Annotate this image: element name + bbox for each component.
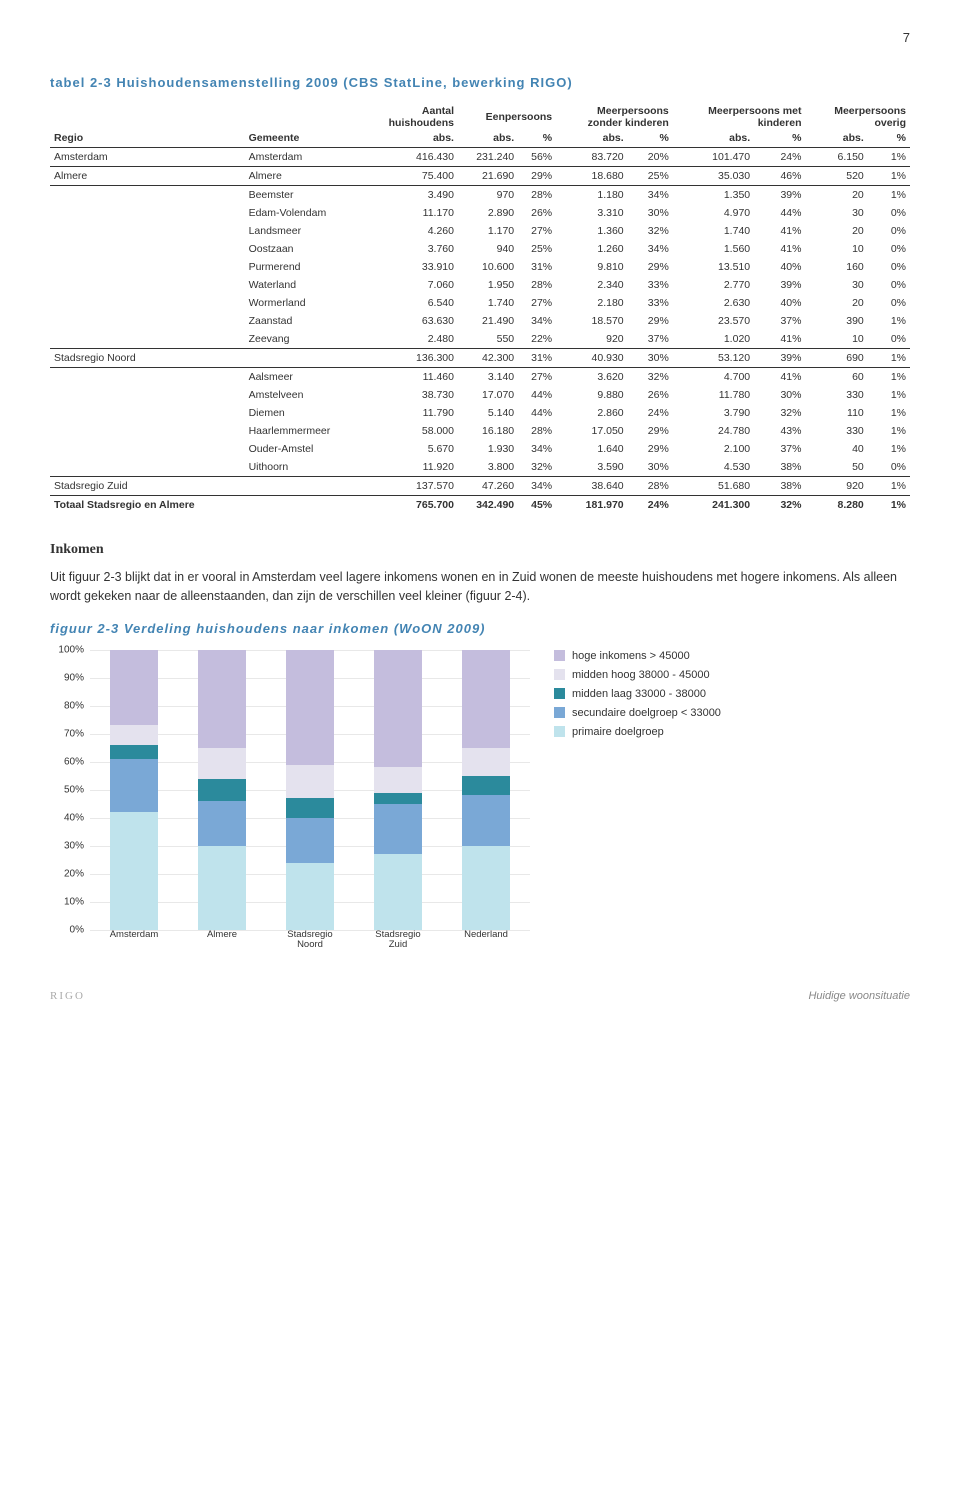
bar-segment: [198, 846, 246, 930]
table-row: Edam-Volendam11.1702.89026%3.31030%4.970…: [50, 204, 910, 222]
legend-swatch: [554, 688, 565, 699]
table-row: Purmerend33.91010.60031%9.81029%13.51040…: [50, 258, 910, 276]
legend-item: hoge inkomens > 45000: [554, 650, 721, 662]
table-row: Uithoorn11.9203.80032%3.59030%4.53038%50…: [50, 458, 910, 477]
table-row: Waterland7.0601.95028%2.34033%2.77039%30…: [50, 276, 910, 294]
table-row: Landsmeer4.2601.17027%1.36032%1.74041%20…: [50, 222, 910, 240]
table-body: AmsterdamAmsterdam416.430231.24056%83.72…: [50, 148, 910, 515]
page-footer: RIGO Huidige woonsituatie: [50, 990, 910, 1002]
bar: [198, 650, 246, 930]
x-label: Amsterdam: [104, 930, 164, 950]
section-heading-inkomen: Inkomen: [50, 542, 910, 558]
table-row: Stadsregio Noord136.30042.30031%40.93030…: [50, 349, 910, 368]
x-label: StadsregioNoord: [280, 930, 340, 950]
legend-swatch: [554, 726, 565, 737]
y-tick: 20%: [64, 868, 84, 879]
bar-segment: [286, 650, 334, 765]
bar-segment: [286, 863, 334, 930]
table-row: Zaanstad63.63021.49034%18.57029%23.57037…: [50, 312, 910, 330]
x-label: Nederland: [456, 930, 516, 950]
bar-segment: [374, 804, 422, 854]
bar-segment: [286, 818, 334, 863]
table-row: Beemster3.49097028%1.18034%1.35039%201%: [50, 186, 910, 205]
legend-swatch: [554, 650, 565, 661]
legend-swatch: [554, 707, 565, 718]
bar-segment: [374, 793, 422, 804]
bar-segment: [462, 846, 510, 930]
bar-segment: [462, 748, 510, 776]
table-row: Stadsregio Zuid137.57047.26034%38.64028%…: [50, 477, 910, 496]
bar-segment: [198, 650, 246, 748]
table-row: Totaal Stadsregio en Almere765.700342.49…: [50, 496, 910, 515]
bar-segment: [286, 765, 334, 799]
bar-segment: [462, 776, 510, 796]
y-tick: 10%: [64, 896, 84, 907]
bar: [462, 650, 510, 930]
legend-label: secundaire doelgroep < 33000: [572, 707, 721, 719]
table-row: Oostzaan3.76094025%1.26034%1.56041%100%: [50, 240, 910, 258]
bar-segment: [198, 779, 246, 801]
bar-segment: [110, 759, 158, 812]
figure-title: figuur 2-3 Verdeling huishoudens naar in…: [50, 621, 910, 636]
bar-segment: [198, 801, 246, 846]
stacked-bar-chart: 0%10%20%30%40%50%60%70%80%90%100%Amsterd…: [50, 650, 530, 950]
bar: [374, 650, 422, 930]
y-tick: 70%: [64, 728, 84, 739]
chart-legend: hoge inkomens > 45000 midden hoog 38000 -…: [554, 650, 721, 745]
bar-segment: [462, 650, 510, 748]
legend-label: midden laag 33000 - 38000: [572, 688, 706, 700]
bar-segment: [374, 650, 422, 768]
y-tick: 50%: [64, 784, 84, 795]
bar-segment: [374, 854, 422, 930]
bar-segment: [110, 745, 158, 759]
table-row: Zeevang2.48055022%92037%1.02041%100%: [50, 330, 910, 349]
legend-item: midden hoog 38000 - 45000: [554, 669, 721, 681]
table-header: AantalhuishoudensEenpersoonsMeerpersoons…: [50, 102, 910, 148]
y-tick: 40%: [64, 812, 84, 823]
y-tick: 0%: [70, 924, 84, 935]
bar: [110, 650, 158, 930]
bar-segment: [374, 767, 422, 792]
bar-segment: [198, 748, 246, 779]
bar-segment: [286, 798, 334, 818]
bar-segment: [110, 725, 158, 745]
y-tick: 30%: [64, 840, 84, 851]
y-tick: 80%: [64, 700, 84, 711]
table-row: Wormerland6.5401.74027%2.18033%2.63040%2…: [50, 294, 910, 312]
households-table: AantalhuishoudensEenpersoonsMeerpersoons…: [50, 102, 910, 514]
y-tick: 100%: [58, 644, 84, 655]
table-row: Diemen11.7905.14044%2.86024%3.79032%1101…: [50, 404, 910, 422]
bar-segment: [110, 650, 158, 726]
table-title: tabel 2-3 Huishoudensamenstelling 2009 (…: [50, 75, 910, 90]
chart-container: 0%10%20%30%40%50%60%70%80%90%100%Amsterd…: [50, 650, 910, 950]
table-row: AmsterdamAmsterdam416.430231.24056%83.72…: [50, 148, 910, 167]
x-label: Almere: [192, 930, 252, 950]
table-row: Amstelveen38.73017.07044%9.88026%11.7803…: [50, 386, 910, 404]
legend-label: primaire doelgroep: [572, 726, 664, 738]
legend-item: secundaire doelgroep < 33000: [554, 707, 721, 719]
legend-swatch: [554, 669, 565, 680]
table-row: Ouder-Amstel5.6701.93034%1.64029%2.10037…: [50, 440, 910, 458]
x-label: StadsregioZuid: [368, 930, 428, 950]
page-number: 7: [50, 30, 910, 45]
legend-item: primaire doelgroep: [554, 726, 721, 738]
y-tick: 60%: [64, 756, 84, 767]
bar: [286, 650, 334, 930]
table-row: Haarlemmermeer58.00016.18028%17.05029%24…: [50, 422, 910, 440]
legend-item: midden laag 33000 - 38000: [554, 688, 721, 700]
y-tick: 90%: [64, 672, 84, 683]
footer-logo: RIGO: [50, 990, 85, 1002]
legend-label: midden hoog 38000 - 45000: [572, 669, 710, 681]
footer-right: Huidige woonsituatie: [808, 990, 910, 1002]
legend-label: hoge inkomens > 45000: [572, 650, 690, 662]
table-row: Aalsmeer11.4603.14027%3.62032%4.70041%60…: [50, 368, 910, 387]
bar-segment: [110, 812, 158, 930]
table-row: AlmereAlmere75.40021.69029%18.68025%35.0…: [50, 167, 910, 186]
bar-segment: [462, 795, 510, 845]
inkomen-paragraph: Uit figuur 2-3 blijkt dat in er vooral i…: [50, 568, 910, 607]
